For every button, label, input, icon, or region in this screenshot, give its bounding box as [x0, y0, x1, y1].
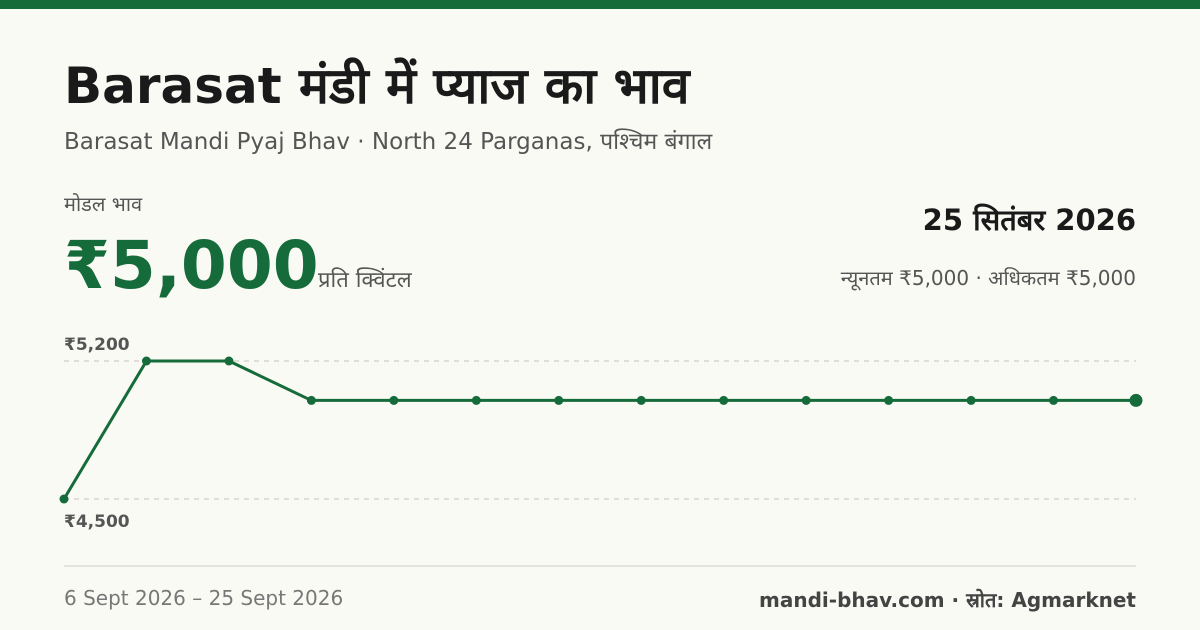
data-point	[306, 395, 316, 405]
price-unit: प्रति क्विंटल	[318, 268, 412, 293]
data-point	[471, 395, 481, 405]
page-subtitle: Barasat Mandi Pyaj Bhav · North 24 Parga…	[64, 129, 713, 155]
page-title: Barasat मंडी में प्याज का भाव	[64, 57, 690, 115]
y-tick-label-max: ₹5,200	[64, 335, 130, 355]
footer-divider	[64, 565, 1136, 567]
series-line	[62, 359, 1136, 500]
min-max-price: न्यूनतम ₹5,000 · अधिकतम ₹5,000	[840, 266, 1136, 290]
data-point-latest	[1129, 393, 1143, 407]
data-point	[884, 395, 894, 405]
data-points	[59, 356, 1143, 504]
y-tick-label-min: ₹4,500	[64, 512, 130, 532]
date-range: 6 Sept 2026 – 25 Sept 2026	[64, 586, 344, 610]
data-point	[719, 395, 729, 405]
data-point	[389, 395, 399, 405]
price-date: 25 सितंबर 2026	[922, 203, 1136, 237]
data-point	[141, 356, 151, 366]
modal-price-value: ₹5,000	[64, 227, 319, 304]
top-accent-bar	[0, 0, 1200, 9]
data-point	[1049, 395, 1059, 405]
modal-price-label: मोडल भाव	[64, 192, 143, 216]
data-point	[636, 395, 646, 405]
data-point	[224, 356, 234, 366]
data-point	[554, 395, 564, 405]
data-point	[801, 395, 811, 405]
data-point	[966, 395, 976, 405]
source-credit: mandi-bhav.com · स्रोत: Agmarknet	[759, 588, 1136, 612]
data-point	[59, 494, 69, 504]
